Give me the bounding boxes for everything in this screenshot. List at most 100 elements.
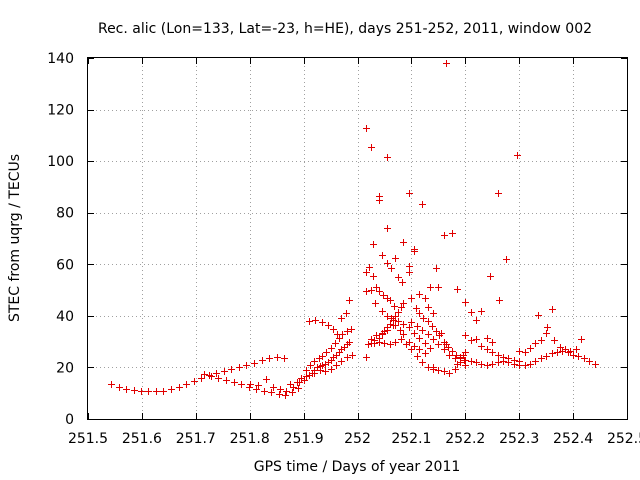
- data-point: [400, 321, 407, 328]
- data-point: [306, 318, 313, 325]
- data-point: [573, 346, 580, 353]
- data-point: [505, 359, 512, 366]
- data-point: [221, 368, 228, 375]
- data-point: [400, 239, 407, 246]
- data-point: [363, 269, 370, 276]
- data-point: [333, 362, 340, 369]
- data-point: [416, 291, 423, 298]
- data-point: [557, 344, 564, 351]
- data-point: [441, 232, 448, 239]
- data-point: [449, 230, 456, 237]
- data-point: [145, 388, 152, 395]
- data-point: [422, 340, 429, 347]
- data-point: [427, 345, 434, 352]
- data-point: [388, 265, 395, 272]
- data-point: [419, 201, 426, 208]
- data-point: [435, 367, 442, 374]
- x-tick-label: 252.3: [499, 431, 539, 447]
- data-point: [586, 358, 593, 365]
- data-point: [392, 339, 399, 346]
- data-point: [411, 246, 418, 253]
- data-point: [255, 382, 262, 389]
- data-point: [538, 355, 545, 362]
- data-point: [489, 339, 496, 346]
- axis-ticks: [88, 58, 628, 420]
- data-point: [433, 265, 440, 272]
- data-point: [411, 330, 418, 337]
- data-point: [441, 346, 448, 353]
- data-point: [384, 327, 391, 334]
- data-point: [384, 225, 391, 232]
- data-point: [578, 336, 585, 343]
- data-point: [246, 384, 253, 391]
- data-point: [543, 330, 550, 337]
- data-point: [425, 331, 432, 338]
- data-point: [441, 368, 448, 375]
- data-point: [406, 263, 413, 270]
- x-tick-label: 251.8: [230, 431, 270, 447]
- data-point: [323, 349, 330, 356]
- data-point: [403, 341, 410, 348]
- x-tick-label: 251.9: [284, 431, 324, 447]
- data-point: [452, 366, 459, 373]
- data-point: [478, 343, 485, 350]
- data-point: [416, 335, 423, 342]
- x-tick-label: 252: [344, 431, 371, 447]
- data-point: [319, 362, 326, 369]
- data-point: [319, 319, 326, 326]
- data-point: [435, 284, 442, 291]
- x-tick-labels: 251.5 251.6 251.7 251.8 251.9 252 252.1 252.2 25…: [68, 431, 640, 447]
- data-point: [259, 357, 266, 364]
- data-point: [282, 392, 289, 399]
- data-point: [387, 297, 394, 304]
- data-point: [473, 336, 480, 343]
- data-point: [399, 279, 406, 286]
- data-point: [238, 381, 245, 388]
- data-point: [392, 313, 399, 320]
- data-point: [527, 345, 534, 352]
- data-point: [373, 284, 380, 291]
- data-point: [228, 366, 235, 373]
- data-point: [495, 190, 502, 197]
- data-point: [263, 376, 270, 383]
- data-point: [570, 352, 577, 359]
- data-point: [153, 388, 160, 395]
- data-point: [270, 384, 277, 391]
- data-point: [468, 309, 475, 316]
- data-point: [522, 362, 529, 369]
- data-point: [478, 308, 485, 315]
- data-point: [201, 371, 208, 378]
- data-point: [231, 379, 238, 386]
- data-point: [484, 346, 491, 353]
- data-point: [373, 332, 380, 339]
- data-point: [532, 340, 539, 347]
- data-point: [317, 367, 324, 374]
- data-point: [422, 295, 429, 302]
- data-point: [390, 322, 397, 329]
- data-point: [319, 353, 326, 360]
- data-point: [268, 389, 275, 396]
- data-point: [343, 310, 350, 317]
- data-point: [348, 326, 355, 333]
- data-point: [503, 256, 510, 263]
- data-point: [549, 306, 556, 313]
- data-point: [441, 339, 448, 346]
- data-point: [549, 350, 556, 357]
- data-point: [381, 340, 388, 347]
- data-point: [406, 190, 413, 197]
- data-point: [376, 288, 383, 295]
- data-point: [333, 352, 340, 359]
- x-tick-label: 251.5: [68, 431, 108, 447]
- data-point: [290, 384, 297, 391]
- data-point: [565, 349, 572, 356]
- data-point: [341, 344, 348, 351]
- data-point: [277, 386, 284, 393]
- data-point: [445, 344, 452, 351]
- data-point: [413, 305, 420, 312]
- data-point: [592, 361, 599, 368]
- data-point: [425, 304, 432, 311]
- x-tick-label: 252.2: [445, 431, 485, 447]
- data-point: [346, 297, 353, 304]
- data-point: [387, 321, 394, 328]
- data-point: [532, 358, 539, 365]
